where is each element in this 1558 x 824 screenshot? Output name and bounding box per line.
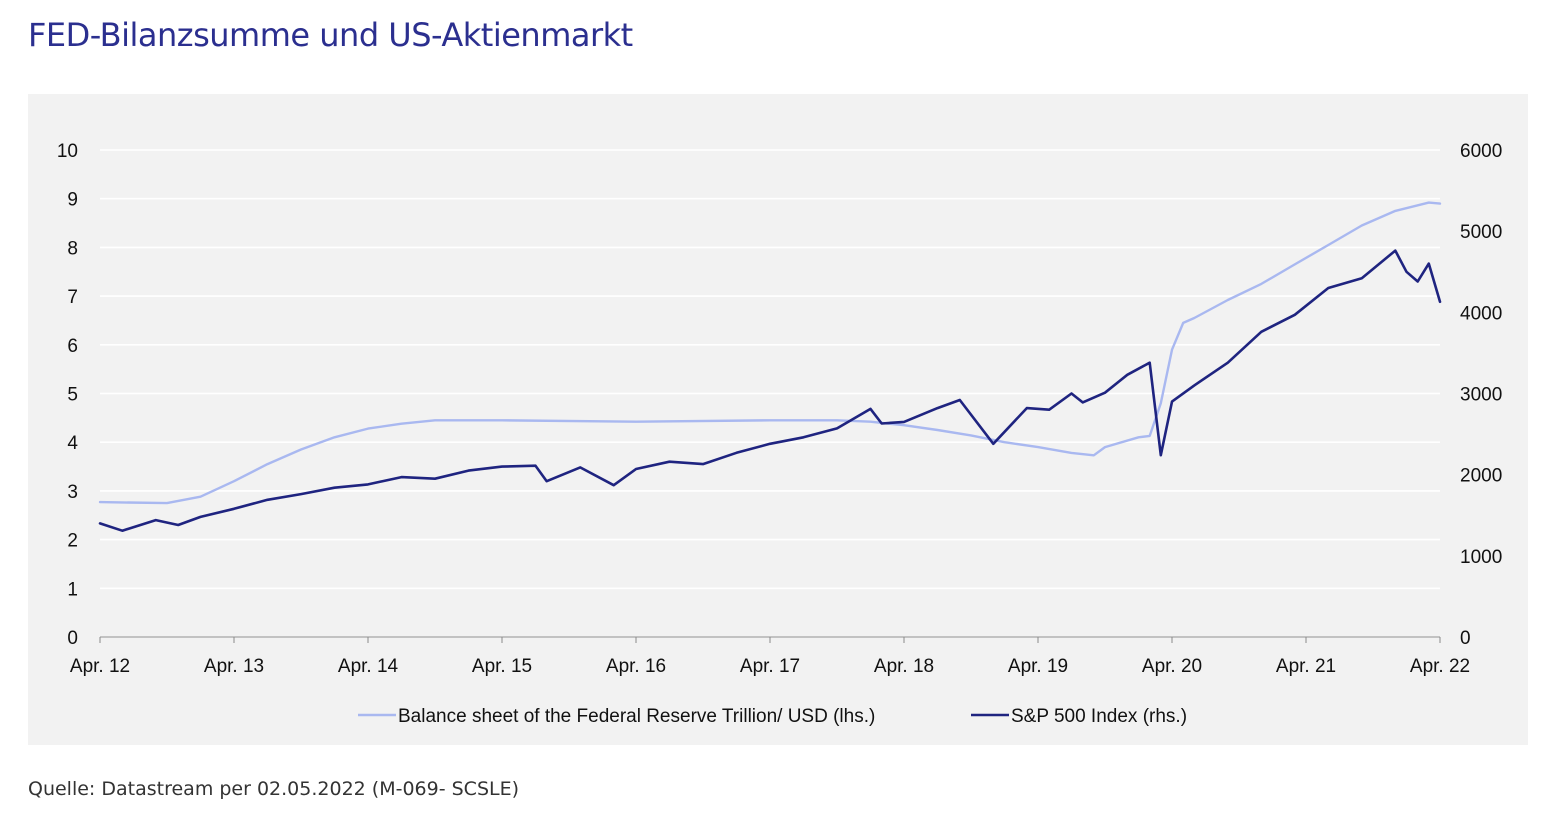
source-note: Quelle: Datastream per 02.05.2022 (M-069…	[28, 778, 520, 800]
y-right-tick-label: 6000	[1460, 141, 1502, 162]
y-left-tick-label: 2	[67, 531, 78, 552]
y-left-tick-label: 4	[67, 433, 78, 454]
legend: Balance sheet of the Federal Reserve Tri…	[358, 706, 1187, 727]
series-lines	[98, 201, 1442, 533]
y-left-tick-label: 5	[67, 385, 78, 406]
x-tick-label: Apr. 17	[740, 656, 800, 677]
x-axis: Apr. 12 Apr. 13 Apr. 14 Apr. 15 Apr. 16 Apr. …	[70, 636, 1470, 677]
y-left-tick-label: 9	[67, 190, 78, 211]
series-line-1	[98, 201, 1442, 505]
x-tick-label: Apr. 12	[70, 656, 130, 677]
y-left-tick-label: 1	[67, 579, 78, 600]
y-left-tick-label: 6	[67, 336, 78, 357]
y-left-tick-label: 3	[67, 482, 78, 503]
x-tick-label: Apr. 14	[338, 656, 399, 677]
y-left-tick-label: 10	[57, 141, 78, 162]
y-left-tick-label: 8	[67, 238, 78, 259]
x-tick-label: Apr. 20	[1142, 656, 1202, 677]
x-tick-label: Apr. 15	[472, 656, 532, 677]
y-left-tick-label: 0	[67, 628, 78, 649]
legend-label: S&P 500 Index (rhs.)	[1011, 706, 1187, 727]
y-left-tick-label: 7	[67, 287, 78, 308]
y-right-tick-label: 3000	[1460, 385, 1502, 406]
y-axis-left: 0 1 2 3 4 5 6 7 8 9 10	[57, 141, 79, 649]
page-title: FED-Bilanzsumme und US-Aktienmarkt	[28, 16, 633, 54]
series-line-2	[98, 249, 1442, 533]
y-right-tick-label: 5000	[1460, 222, 1502, 243]
y-right-tick-label: 4000	[1460, 303, 1502, 324]
y-right-tick-label: 1000	[1460, 547, 1502, 568]
x-tick-label: Apr. 18	[874, 656, 934, 677]
legend-label: Balance sheet of the Federal Reserve Tri…	[398, 706, 875, 727]
y-right-tick-label: 0	[1460, 628, 1471, 649]
gridlines	[100, 149, 1440, 638]
x-tick-label: Apr. 19	[1008, 656, 1068, 677]
chart-svg: 0 1 2 3 4 5 6 7 8 9 10 0 1000 2000 3000 4000 5000 6000 A…	[57, 141, 1502, 727]
x-tick-label: Apr. 16	[606, 656, 666, 677]
chart-panel: 0 1 2 3 4 5 6 7 8 9 10 0 1000 2000 3000 4000 5000 6000 A…	[28, 94, 1528, 745]
x-tick-label: Apr. 13	[204, 656, 264, 677]
x-tick-label: Apr. 21	[1276, 656, 1336, 677]
y-right-tick-label: 2000	[1460, 466, 1502, 487]
y-axis-right: 0 1000 2000 3000 4000 5000 6000	[1460, 141, 1502, 649]
x-tick-label: Apr. 22	[1410, 656, 1470, 677]
